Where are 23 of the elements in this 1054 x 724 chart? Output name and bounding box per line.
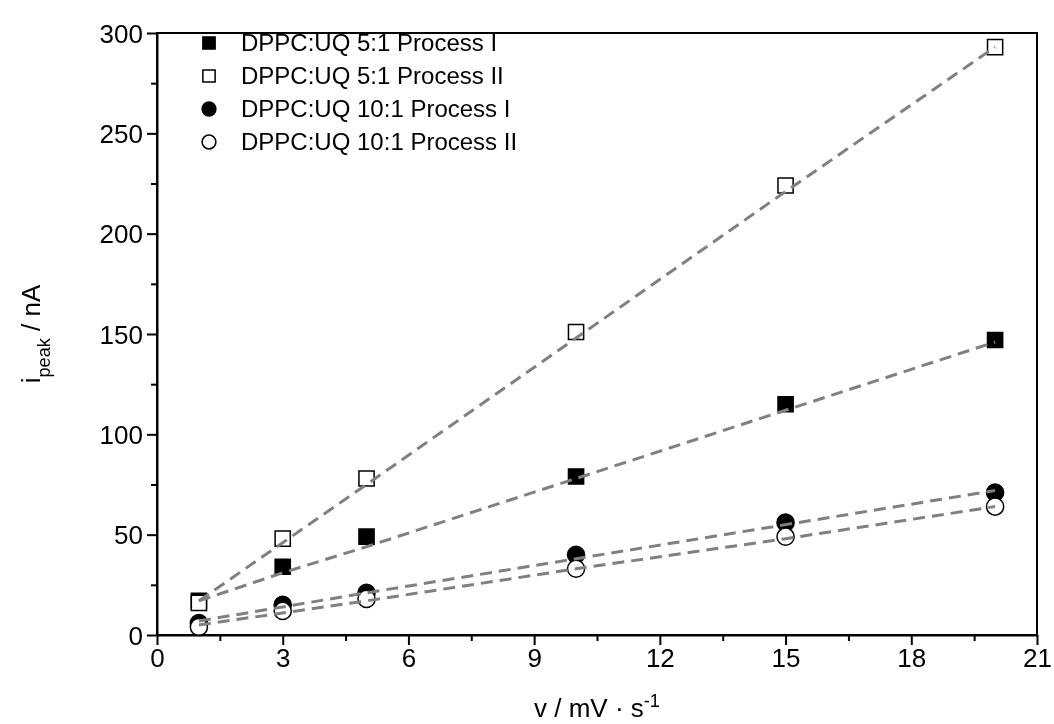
legend-label: DPPC:UQ 10:1 Process I — [241, 95, 511, 123]
x-tick-label: 15 — [771, 642, 801, 673]
legend-label: DPPC:UQ 5:1 Process I — [241, 29, 498, 57]
x-tick-label: 9 — [527, 642, 542, 673]
y-tick-label: 150 — [99, 319, 143, 350]
x-tick-label: 12 — [645, 642, 675, 673]
x-tick-label: 18 — [897, 642, 927, 673]
x-tick-label: 6 — [401, 642, 417, 673]
point — [358, 528, 375, 546]
y-tick-label: 300 — [99, 18, 143, 49]
y-tick-label: 0 — [128, 620, 143, 651]
legend-label: DPPC:UQ 5:1 Process II — [241, 62, 504, 90]
y-tick-label: 250 — [99, 118, 143, 149]
x-axis-title: v / mV · s$^{-1}$ — [534, 691, 660, 723]
x-tick-label: 0 — [150, 642, 165, 673]
legend-label: DPPC:UQ 10:1 Process II — [241, 128, 518, 156]
point — [986, 331, 1004, 349]
y-tick-label: 100 — [99, 419, 143, 450]
y-tick-label: 50 — [114, 520, 143, 551]
x-tick-label: 3 — [275, 642, 291, 673]
y-tick-label: 200 — [99, 219, 143, 250]
x-tick-label: 21 — [1023, 642, 1052, 673]
point — [274, 558, 292, 576]
